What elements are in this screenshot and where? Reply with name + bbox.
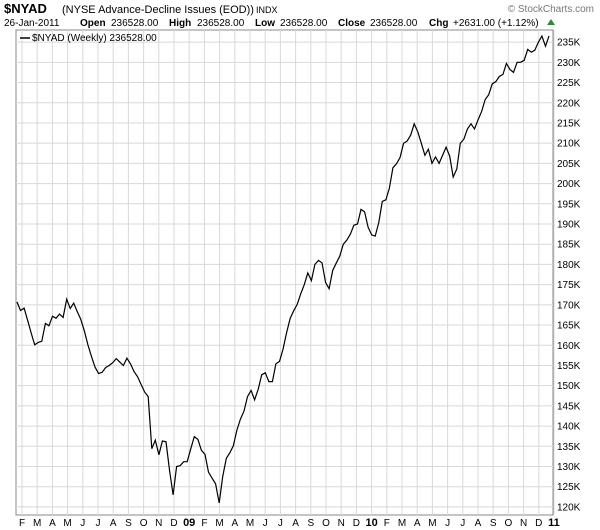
low-value: 236528.00: [280, 18, 328, 29]
chart-name: (NYSE Advance-Decline Issues (EOD)): [62, 4, 254, 16]
x-tick-label: M: [398, 518, 406, 529]
grid: [16, 30, 555, 515]
x-axis: F M A M J J A S O N D 09 F M A M J J A S O N D 10 F M A M J J A S O N D 11: [19, 517, 560, 529]
y-tick-label: 220K: [557, 98, 581, 109]
x-tick-label: A: [49, 518, 56, 529]
y-tick-label: 175K: [557, 280, 581, 291]
y-tick-label: 235K: [557, 38, 581, 49]
chg-value: +2631.00 (+1.12%): [453, 18, 539, 29]
y-tick-label: 135K: [557, 442, 581, 453]
x-tick-label: N: [155, 518, 162, 529]
close-value: 236528.00: [370, 18, 418, 29]
y-tick-label: 170K: [557, 300, 581, 311]
high-label: High: [169, 18, 191, 29]
y-tick-label: 200K: [557, 179, 581, 190]
x-tick-label: 10: [365, 517, 377, 529]
y-axis: 120K 125K 130K 135K 140K 145K 150K 155K 160K 165K…: [557, 38, 581, 514]
x-tick-label: A: [110, 518, 117, 529]
y-tick-label: 225K: [557, 78, 581, 89]
y-tick-label: 165K: [557, 321, 581, 332]
y-tick-label: 160K: [557, 341, 581, 352]
x-tick-label: M: [246, 518, 254, 529]
y-tick-label: 125K: [557, 482, 581, 493]
y-tick-label: 180K: [557, 260, 581, 271]
x-tick-label: A: [475, 518, 482, 529]
x-tick-label: N: [520, 518, 527, 529]
x-tick-label: J: [80, 518, 85, 529]
x-tick-label: F: [19, 518, 25, 529]
up-arrow-icon: [547, 19, 555, 25]
chart-brand[interactable]: © StockCharts.com: [508, 4, 594, 15]
open-value: 236528.00: [111, 18, 159, 29]
chart-exchange: INDX: [256, 5, 278, 15]
x-tick-label: S: [490, 518, 497, 529]
x-tick-label: 09: [183, 517, 195, 529]
x-tick-label: F: [384, 518, 390, 529]
x-tick-label: A: [414, 518, 421, 529]
y-tick-label: 185K: [557, 240, 581, 251]
chg-label: Chg: [429, 18, 448, 29]
x-tick-label: J: [278, 518, 283, 529]
x-tick-label: J: [96, 518, 101, 529]
y-tick-label: 155K: [557, 361, 581, 372]
x-tick-label: M: [428, 518, 436, 529]
y-tick-label: 210K: [557, 139, 581, 150]
y-tick-label: 145K: [557, 401, 581, 412]
legend-label: $NYAD (Weekly) 236528.00: [32, 33, 157, 44]
close-label: Close: [338, 18, 366, 29]
open-label: Open: [80, 18, 106, 29]
x-tick-label: J: [445, 518, 450, 529]
x-tick-label: M: [33, 518, 41, 529]
x-tick-label: N: [338, 518, 345, 529]
high-value: 236528.00: [197, 18, 245, 29]
low-label: Low: [255, 18, 275, 29]
y-tick-label: 120K: [557, 502, 581, 513]
x-tick-label: M: [215, 518, 223, 529]
x-tick-label: D: [535, 518, 542, 529]
y-tick-label: 215K: [557, 118, 581, 129]
x-tick-label: A: [231, 518, 238, 529]
plot-frame: [15, 29, 554, 516]
x-tick-label: J: [263, 518, 268, 529]
x-tick-label: S: [307, 518, 314, 529]
y-tick-label: 230K: [557, 58, 581, 69]
y-tick-label: 140K: [557, 422, 581, 433]
x-tick-label: J: [460, 518, 465, 529]
x-tick-label: A: [292, 518, 299, 529]
y-tick-label: 130K: [557, 462, 581, 473]
y-tick-label: 205K: [557, 159, 581, 170]
quote-date: 26-Jan-2011: [4, 18, 60, 29]
y-tick-label: 190K: [557, 220, 581, 231]
x-tick-label: D: [353, 518, 360, 529]
x-tick-label: F: [201, 518, 207, 529]
x-tick-label: M: [63, 518, 71, 529]
x-tick-label: O: [322, 518, 330, 529]
x-tick-label: S: [125, 518, 132, 529]
x-tick-label: O: [505, 518, 513, 529]
x-tick-label: O: [140, 518, 148, 529]
y-tick-label: 150K: [557, 381, 581, 392]
x-tick-label: 11: [548, 517, 560, 529]
x-tick-label: D: [170, 518, 177, 529]
y-tick-label: 195K: [557, 199, 581, 210]
chart-symbol: $NYAD: [4, 1, 47, 16]
series-line: [16, 34, 550, 504]
